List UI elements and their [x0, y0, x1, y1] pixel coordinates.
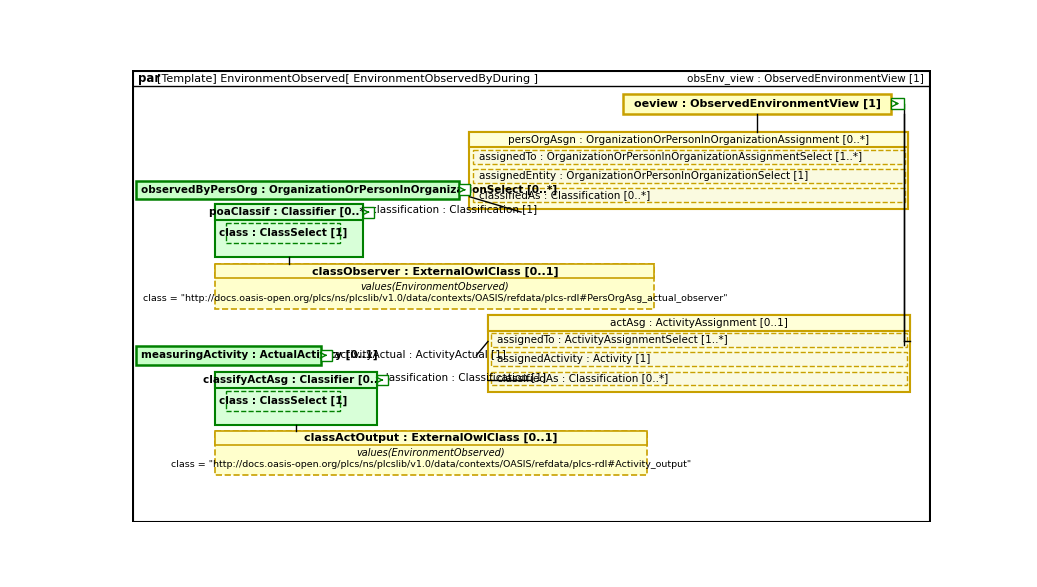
Bar — [216, 204, 363, 220]
Text: par: par — [138, 72, 160, 86]
Text: values(EnvironmentObserved): values(EnvironmentObserved) — [361, 281, 509, 291]
Bar — [473, 188, 905, 202]
Text: poaClassif : Classifier [0..*]: poaClassif : Classifier [0..*] — [209, 207, 369, 217]
Text: assignedActivity : Activity [1]: assignedActivity : Activity [1] — [497, 354, 650, 364]
Bar — [492, 352, 906, 366]
Bar — [216, 265, 654, 278]
Text: classification : Classification [1]: classification : Classification [1] — [371, 204, 537, 214]
Bar — [473, 150, 905, 164]
Bar — [216, 431, 647, 445]
Bar — [226, 391, 340, 411]
Text: class = "http://docs.oasis-open.org/plcs/ns/plcslib/v1.0/data/contexts/OASIS/ref: class = "http://docs.oasis-open.org/plcs… — [142, 294, 727, 303]
Text: actAsg : ActivityAssignment [0..1]: actAsg : ActivityAssignment [0..1] — [610, 318, 788, 328]
Text: classifiedAs : Classification [0..*]: classifiedAs : Classification [0..*] — [497, 373, 669, 383]
Text: classifyActAsg : Classifier [0..1]: classifyActAsg : Classifier [0..1] — [203, 375, 390, 385]
Text: oeview : ObservedEnvironmentView [1]: oeview : ObservedEnvironmentView [1] — [634, 99, 881, 109]
Text: class = "http://docs.oasis-open.org/plcs/ns/plcslib/v1.0/data/contexts/OASIS/ref: class = "http://docs.oasis-open.org/plcs… — [171, 460, 691, 469]
Text: classObserver : ExternalOwlClass [0..1]: classObserver : ExternalOwlClass [0..1] — [311, 266, 558, 276]
Bar — [216, 372, 377, 424]
Bar — [216, 431, 647, 475]
Text: persOrgAsgn : OrganizationOrPersonInOrganizationAssignment [0..*]: persOrgAsgn : OrganizationOrPersonInOrga… — [508, 135, 869, 145]
Bar — [363, 207, 374, 218]
Bar — [470, 132, 908, 147]
Bar — [226, 223, 340, 243]
Bar — [488, 315, 909, 330]
Text: class : ClassSelect [1]: class : ClassSelect [1] — [219, 228, 347, 238]
Bar — [470, 132, 908, 209]
Text: classification : Classification [1]: classification : Classification [1] — [381, 372, 546, 382]
Bar — [488, 315, 909, 392]
Text: assignedEntity : OrganizationOrPersonInOrganizationSelect [1]: assignedEntity : OrganizationOrPersonInO… — [479, 171, 808, 181]
Text: assignedTo : OrganizationOrPersonInOrganizationAssignmentSelect [1..*]: assignedTo : OrganizationOrPersonInOrgan… — [479, 151, 862, 161]
Text: [Template] EnvironmentObserved[ EnvironmentObservedByDuring ]: [Template] EnvironmentObserved[ Environm… — [157, 74, 538, 84]
Text: assignedTo : ActivityAssignmentSelect [1..*]: assignedTo : ActivityAssignmentSelect [1… — [497, 335, 728, 345]
Text: values(EnvironmentObserved): values(EnvironmentObserved) — [357, 447, 505, 457]
Bar — [216, 265, 654, 309]
Text: obsEnv_view : ObservedEnvironmentView [1]: obsEnv_view : ObservedEnvironmentView [1… — [686, 73, 924, 85]
Text: activityActual : ActivityActual [1]: activityActual : ActivityActual [1] — [334, 350, 506, 360]
Bar — [892, 98, 904, 109]
Bar — [473, 169, 905, 183]
Bar — [216, 204, 363, 257]
Bar — [492, 372, 906, 386]
Bar — [459, 184, 470, 195]
Bar — [320, 350, 332, 361]
Text: observedByPersOrg : OrganizationOrPersonInOrganizationSelect [0..*]: observedByPersOrg : OrganizationOrPerson… — [141, 185, 557, 195]
Text: class : ClassSelect [1]: class : ClassSelect [1] — [219, 396, 347, 406]
Bar — [136, 346, 320, 365]
Text: classActOutput : ExternalOwlClass [0..1]: classActOutput : ExternalOwlClass [0..1] — [304, 433, 558, 443]
Bar — [136, 181, 459, 199]
Bar — [492, 333, 906, 347]
Bar — [216, 372, 377, 387]
Text: classifiedAs : Classification [0..*]: classifiedAs : Classification [0..*] — [479, 190, 650, 200]
Bar — [377, 375, 388, 386]
Bar — [623, 93, 892, 113]
Text: measuringActivity : ActualActivity [0..1]: measuringActivity : ActualActivity [0..1… — [141, 350, 377, 360]
